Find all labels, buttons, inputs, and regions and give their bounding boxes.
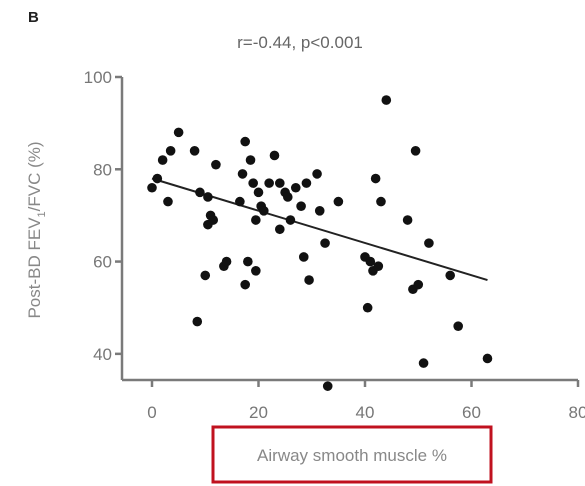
data-point xyxy=(285,215,296,225)
data-point xyxy=(195,187,205,198)
data-point xyxy=(296,201,306,211)
data-point xyxy=(264,178,274,188)
data-point xyxy=(203,192,213,202)
data-point xyxy=(418,358,429,368)
data-point xyxy=(200,270,211,281)
data-point xyxy=(301,178,312,188)
data-point xyxy=(381,95,392,105)
y-tick-label: 100 xyxy=(84,68,112,87)
data-point xyxy=(269,150,280,161)
data-point xyxy=(243,256,253,267)
y-tick-label: 60 xyxy=(93,253,112,272)
y-tick-label: 80 xyxy=(93,160,112,179)
data-point xyxy=(163,196,173,207)
data-point xyxy=(173,127,184,138)
data-point xyxy=(211,159,221,170)
data-point xyxy=(152,173,163,184)
data-point xyxy=(445,270,456,281)
data-point xyxy=(373,261,384,271)
x-tick-label: 60 xyxy=(462,403,481,422)
data-point xyxy=(282,192,293,202)
data-point xyxy=(453,321,463,331)
y-axis-title-main: Post-BD FEV xyxy=(25,217,44,319)
data-point xyxy=(365,256,376,267)
data-point xyxy=(259,206,269,216)
data-point xyxy=(251,215,261,225)
data-point xyxy=(147,182,157,193)
data-point xyxy=(253,187,264,198)
panel-label: B xyxy=(28,9,39,26)
data-point xyxy=(333,196,344,207)
data-point xyxy=(237,169,248,179)
data-point xyxy=(245,155,256,165)
data-point xyxy=(376,196,386,207)
data-point xyxy=(312,169,322,179)
x-tick-label: 80 xyxy=(569,403,585,422)
data-point xyxy=(165,146,176,156)
data-point xyxy=(402,215,413,225)
data-point xyxy=(322,381,333,391)
y-axis-title-tail: /FVC (%) xyxy=(25,141,44,211)
data-point xyxy=(240,279,250,290)
data-point xyxy=(275,224,285,235)
data-point xyxy=(189,146,200,156)
data-point xyxy=(208,215,219,225)
data-point xyxy=(290,182,301,193)
x-axis-title: Airway smooth muscle % xyxy=(257,446,447,465)
data-point xyxy=(362,302,373,313)
axes xyxy=(120,77,578,382)
correlation-annotation: r=-0.44, p<0.001 xyxy=(237,33,363,52)
y-axis-title: Post-BD FEV1/FVC (%) xyxy=(25,141,48,318)
data-point xyxy=(482,353,493,364)
data-point xyxy=(410,146,421,156)
data-point xyxy=(304,275,314,285)
data-point xyxy=(235,196,245,207)
x-axis-title-highlight-box xyxy=(211,425,493,484)
x-tick-label: 20 xyxy=(249,403,268,422)
y-tick-label: 40 xyxy=(93,345,112,364)
data-point xyxy=(320,238,330,248)
y-ticks: 40 60 80 100 xyxy=(84,68,122,364)
data-points xyxy=(147,95,493,391)
x-ticks: 0 20 40 60 80 xyxy=(147,380,585,422)
x-tick-label: 0 xyxy=(147,403,156,422)
data-point xyxy=(424,238,434,248)
x-tick-label: 40 xyxy=(356,403,375,422)
data-point xyxy=(248,178,258,188)
data-point xyxy=(157,155,168,165)
data-point xyxy=(192,316,203,327)
data-point xyxy=(240,136,250,147)
data-point xyxy=(251,266,261,276)
data-point xyxy=(275,178,285,188)
y-axis-title-subscript: 1 xyxy=(36,211,48,217)
data-point xyxy=(221,256,232,267)
data-point xyxy=(314,206,325,216)
data-point xyxy=(370,173,381,184)
data-point xyxy=(413,279,424,290)
data-point xyxy=(298,252,309,262)
